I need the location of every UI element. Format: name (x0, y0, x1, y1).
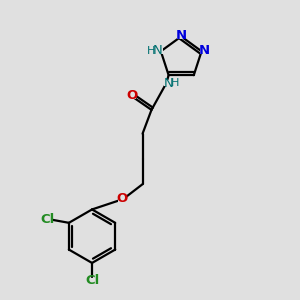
Text: N: N (153, 44, 163, 57)
Text: N: N (199, 44, 210, 57)
Text: O: O (116, 192, 128, 205)
Bar (128, 92, 136, 99)
Text: N: N (164, 76, 174, 90)
Bar (148, 47, 163, 54)
Bar (42, 216, 53, 223)
Bar (200, 47, 209, 54)
Bar (177, 33, 185, 39)
Text: O: O (126, 89, 137, 102)
Bar (164, 80, 179, 86)
Bar (87, 278, 98, 284)
Bar (118, 195, 126, 202)
Text: N: N (176, 29, 187, 42)
Text: Cl: Cl (85, 274, 99, 287)
Text: H: H (147, 46, 155, 56)
Text: H: H (171, 78, 179, 88)
Text: Cl: Cl (40, 213, 55, 226)
